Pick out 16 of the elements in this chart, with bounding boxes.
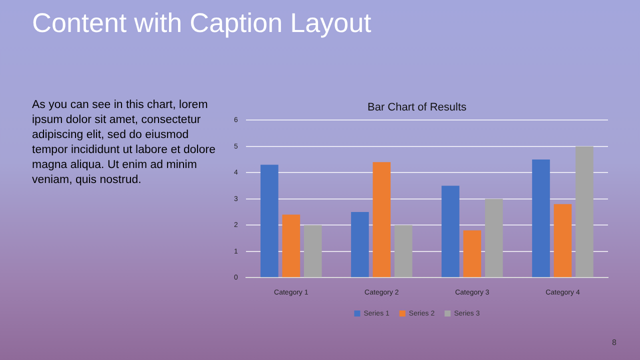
bar	[260, 164, 278, 278]
chart-title: Bar Chart of Results	[367, 102, 468, 114]
bar	[372, 162, 391, 278]
text: As you can see in this chart, lorem ipsum dolor sit amet, consectetur adipiscing elit, sed do eiusmod tempor incididunt ut labore et dolore magna aliqua. Ut enim ad minim veniam, quis nostrud.	[32, 98, 216, 188]
bar	[304, 225, 322, 278]
bar	[485, 198, 503, 278]
bar	[463, 230, 482, 278]
bar	[394, 225, 412, 278]
bar	[532, 160, 550, 278]
bar	[442, 186, 460, 278]
bar	[351, 212, 369, 278]
text: 8	[612, 338, 616, 347]
text: Content with Caption Layout	[32, 8, 372, 39]
bar	[576, 146, 594, 278]
bar	[282, 214, 300, 278]
bar	[554, 204, 572, 278]
